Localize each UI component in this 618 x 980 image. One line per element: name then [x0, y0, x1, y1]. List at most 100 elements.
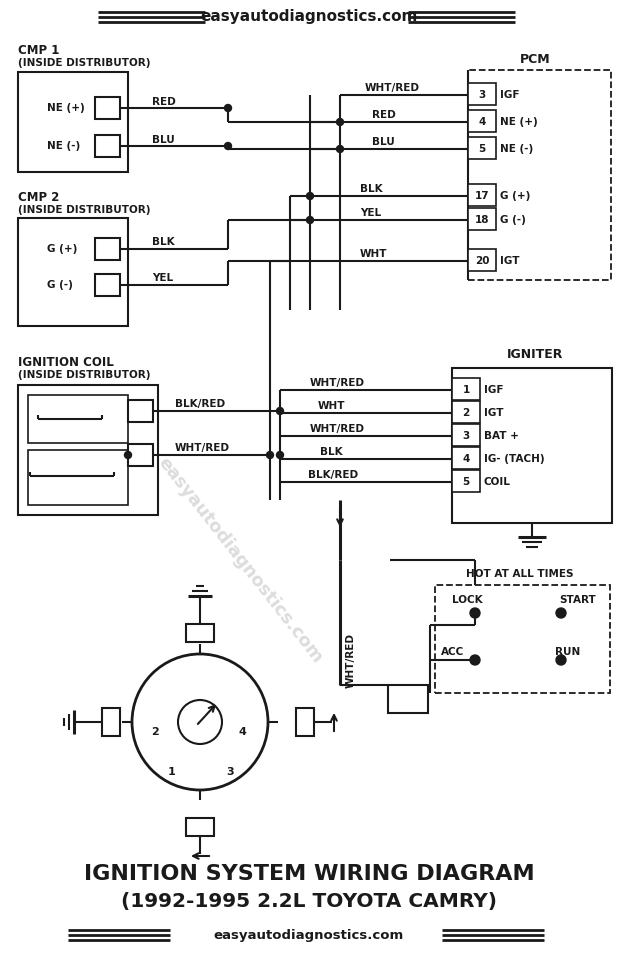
Text: easyautodiagnostics.com: easyautodiagnostics.com	[214, 928, 404, 942]
Bar	[95, 238, 120, 260]
Text: 2: 2	[462, 408, 470, 418]
Text: CMP 1: CMP 1	[18, 44, 59, 58]
Bar	[468, 110, 496, 132]
Text: easyautodiagnostics.com: easyautodiagnostics.com	[154, 454, 326, 666]
Bar	[388, 685, 428, 713]
Text: RED: RED	[152, 97, 176, 107]
Text: BLK: BLK	[360, 184, 383, 194]
Circle shape	[276, 452, 284, 459]
Text: WHT/RED: WHT/RED	[175, 443, 230, 453]
Text: G (-): G (-)	[500, 215, 526, 225]
Bar	[468, 137, 496, 159]
Text: WHT/RED: WHT/RED	[346, 632, 356, 688]
Bar	[28, 450, 128, 505]
Text: LOCK: LOCK	[452, 595, 483, 605]
Text: WHT: WHT	[360, 249, 387, 259]
Bar	[296, 708, 314, 736]
Text: IGNITION SYSTEM WIRING DIAGRAM: IGNITION SYSTEM WIRING DIAGRAM	[83, 864, 535, 884]
Text: HOT AT ALL TIMES: HOT AT ALL TIMES	[466, 569, 574, 579]
Text: NE (+): NE (+)	[500, 117, 538, 127]
Text: NE (-): NE (-)	[47, 141, 80, 151]
Bar	[95, 135, 120, 157]
Text: G (-): G (-)	[47, 280, 73, 290]
Text: BLK/RED: BLK/RED	[308, 470, 358, 480]
Text: WHT: WHT	[318, 401, 345, 411]
Circle shape	[556, 608, 566, 618]
Bar	[452, 378, 480, 400]
Text: PCM: PCM	[520, 54, 550, 67]
Circle shape	[336, 119, 344, 125]
Text: 1: 1	[168, 767, 176, 777]
Text: COIL: COIL	[484, 477, 511, 487]
Text: 5: 5	[478, 144, 486, 154]
Text: IGF: IGF	[500, 90, 520, 100]
Text: WHT/RED: WHT/RED	[310, 424, 365, 434]
Bar	[452, 368, 612, 523]
Circle shape	[224, 142, 232, 150]
Bar	[468, 208, 496, 230]
Bar	[468, 184, 496, 206]
Text: IGT: IGT	[500, 256, 520, 266]
Bar	[102, 708, 120, 736]
Bar	[468, 83, 496, 105]
Bar	[452, 470, 480, 492]
Text: BLK: BLK	[320, 447, 342, 457]
Text: 3: 3	[462, 431, 470, 441]
Text: (1992-1995 2.2L TOYOTA CAMRY): (1992-1995 2.2L TOYOTA CAMRY)	[121, 892, 497, 910]
Bar	[18, 385, 158, 515]
Text: YEL: YEL	[152, 273, 173, 283]
Bar	[128, 400, 153, 422]
Text: 4: 4	[462, 454, 470, 464]
Text: G (+): G (+)	[47, 244, 77, 254]
Text: 4: 4	[478, 117, 486, 127]
Circle shape	[124, 452, 132, 459]
Bar	[186, 818, 214, 836]
Circle shape	[224, 105, 232, 112]
Bar	[452, 424, 480, 446]
Text: BLK/RED: BLK/RED	[175, 399, 225, 409]
Bar	[452, 447, 480, 469]
Text: WHT/RED: WHT/RED	[310, 378, 365, 388]
Text: NE (-): NE (-)	[500, 144, 533, 154]
Text: 1: 1	[462, 385, 470, 395]
Circle shape	[266, 452, 274, 459]
Text: START: START	[559, 595, 596, 605]
Text: BAT +: BAT +	[484, 431, 519, 441]
Circle shape	[307, 192, 313, 200]
Circle shape	[307, 217, 313, 223]
Bar	[186, 624, 214, 642]
Circle shape	[470, 608, 480, 618]
Text: 4: 4	[238, 727, 246, 737]
Text: IGNITER: IGNITER	[507, 349, 563, 362]
Bar	[28, 395, 128, 443]
Bar	[95, 97, 120, 119]
Bar	[452, 401, 480, 423]
Text: 2: 2	[151, 727, 159, 737]
Text: easyautodiagnostics.com: easyautodiagnostics.com	[200, 10, 418, 24]
Text: BLU: BLU	[152, 135, 175, 145]
Text: YEL: YEL	[360, 208, 381, 218]
Circle shape	[276, 408, 284, 415]
Circle shape	[336, 145, 344, 153]
Text: 17: 17	[475, 191, 489, 201]
Bar	[128, 444, 153, 466]
Bar	[18, 72, 128, 172]
Text: (INSIDE DISTRIBUTOR): (INSIDE DISTRIBUTOR)	[18, 58, 151, 68]
Text: RUN: RUN	[555, 647, 580, 657]
Circle shape	[556, 655, 566, 665]
Circle shape	[470, 655, 480, 665]
Bar	[468, 70, 611, 280]
Text: RED: RED	[372, 110, 396, 120]
Text: BLK: BLK	[152, 237, 175, 247]
Text: ACC: ACC	[441, 647, 464, 657]
Bar	[435, 585, 610, 693]
Text: 18: 18	[475, 215, 489, 225]
Text: G (+): G (+)	[500, 191, 530, 201]
Text: IGNITION COIL: IGNITION COIL	[18, 357, 114, 369]
Text: 5: 5	[462, 477, 470, 487]
Bar	[18, 218, 128, 326]
Text: (INSIDE DISTRIBUTOR): (INSIDE DISTRIBUTOR)	[18, 370, 151, 380]
Bar	[468, 249, 496, 271]
Text: IG- (TACH): IG- (TACH)	[484, 454, 544, 464]
Text: 3: 3	[478, 90, 486, 100]
